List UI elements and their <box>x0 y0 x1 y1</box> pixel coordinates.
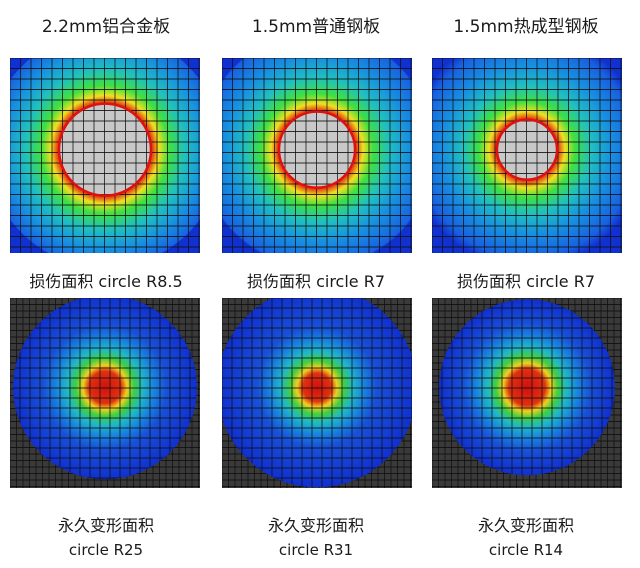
permanent-deformation-label-ordinary-steel: 永久变形面积 <box>267 516 364 535</box>
deformation-contour-plot-aluminium <box>10 298 200 488</box>
permanent-deformation-label-aluminium: 永久变形面积 <box>57 516 154 535</box>
permanent-deformation-size-hot-formed-steel: circle R14 <box>488 541 564 559</box>
material-title-aluminium: 2.2mm铝合金板 <box>41 17 171 37</box>
deformation-contour-plot-ordinary-steel <box>222 298 412 488</box>
permanent-deformation-size-aluminium: circle R25 <box>68 541 144 559</box>
material-title-ordinary-steel: 1.5mm普通钢板 <box>251 17 381 37</box>
damage-area-label-aluminium: 损伤面积 circle R8.5 <box>29 272 183 291</box>
damage-contour-plot-hot-formed-steel <box>432 58 622 253</box>
damage-contour-plot-ordinary-steel <box>222 58 412 253</box>
damage-contour-plot-aluminium <box>10 58 200 253</box>
damage-area-label-ordinary-steel: 损伤面积 circle R7 <box>246 272 386 291</box>
permanent-deformation-label-hot-formed-steel: 永久变形面积 <box>477 516 574 535</box>
deformation-contour-plot-hot-formed-steel <box>432 298 622 488</box>
damage-area-label-hot-formed-steel: 损伤面积 circle R7 <box>456 272 596 291</box>
material-title-hot-formed-steel: 1.5mm热成型钢板 <box>453 17 599 37</box>
permanent-deformation-size-ordinary-steel: circle R31 <box>278 541 354 559</box>
